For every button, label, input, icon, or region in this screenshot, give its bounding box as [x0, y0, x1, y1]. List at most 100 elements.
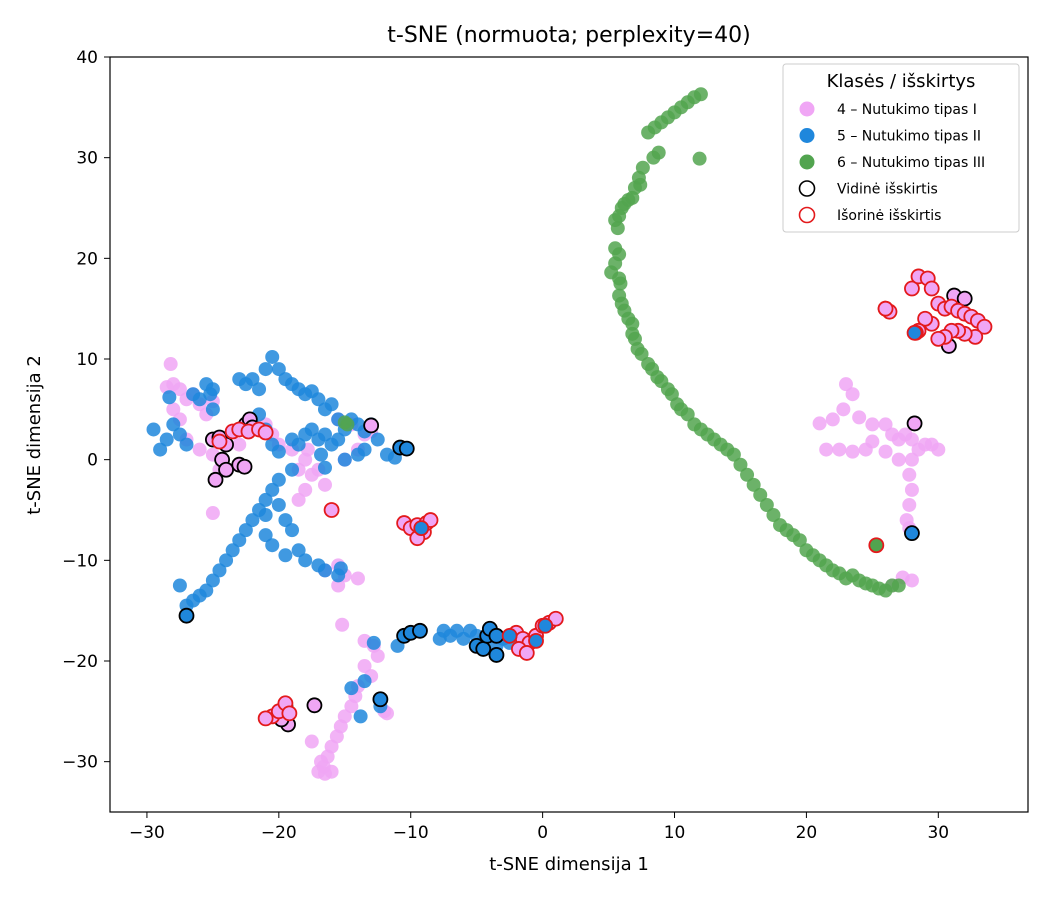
scatter-point [680, 407, 695, 422]
y-tick-label: 20 [76, 249, 98, 269]
scatter-point [258, 362, 273, 377]
scatter-point [172, 382, 187, 397]
legend-marker [798, 206, 816, 224]
scatter-point [232, 437, 247, 452]
scatter-point [838, 377, 853, 392]
inner-outlier-point [412, 622, 428, 639]
scatter-point [265, 482, 280, 497]
scatter-point [172, 427, 187, 442]
legend-label: 6 – Nutukimo tipas III [837, 155, 985, 171]
outer-outlier-point [518, 645, 535, 661]
scatter-point [219, 553, 234, 568]
scatter-point [634, 346, 649, 361]
outer-outlier-point [257, 710, 274, 727]
outer-outlier-point [906, 324, 923, 341]
scatter-point [740, 467, 755, 482]
scatter-point [865, 434, 880, 449]
scatter-point [819, 442, 834, 457]
inner-outlier-point [306, 697, 323, 714]
scatter-point [304, 422, 319, 437]
outer-outlier-point [877, 300, 894, 317]
scatter-point [179, 437, 194, 452]
scatter-point [331, 432, 346, 447]
scatter-point [271, 497, 286, 512]
scatter-point [203, 387, 218, 402]
scatter-point [291, 543, 306, 558]
x-tick-label: 0 [537, 823, 548, 843]
scatter-point [692, 151, 707, 166]
scatter-point [278, 513, 293, 528]
scatter-point [825, 412, 840, 427]
scatter-point [317, 563, 332, 578]
scatter-point [366, 635, 381, 650]
scatter-point [902, 497, 917, 512]
legend-label: Vidinė išskirtis [837, 182, 938, 198]
legend-marker [799, 101, 815, 117]
outlier-group [868, 537, 885, 554]
outer-outlier-point [281, 705, 298, 722]
scatter-point [162, 390, 177, 405]
legend-box [782, 63, 1020, 233]
inner-outlier-point [906, 415, 923, 432]
scatter-point [333, 561, 348, 576]
inner-outlier-point [488, 627, 505, 644]
scatter-point [245, 372, 260, 387]
scatter-point [766, 508, 781, 523]
y-tick-label: 40 [76, 48, 98, 68]
scatter-point [610, 221, 625, 236]
x-tick-label: −30 [129, 823, 165, 843]
scatter-point [733, 457, 748, 472]
scatter-point [344, 699, 359, 714]
scatter-point [225, 543, 240, 558]
scatter-point [891, 452, 906, 467]
inner-outlier-point [372, 691, 389, 708]
scatter-point [271, 444, 286, 459]
outer-outlier-point [976, 318, 993, 335]
scatter-point [252, 382, 267, 397]
scatter-point [265, 538, 280, 553]
scatter-point [205, 402, 220, 417]
scatter-point [878, 417, 893, 432]
scatter-point [641, 125, 656, 140]
scatter-point [852, 410, 867, 425]
scatter-point [258, 508, 273, 523]
scatter-point [285, 523, 300, 538]
plot-frame [109, 56, 1029, 813]
legend: Klasės / išskirtys 4 – Nutukimo tipas I 5 … [782, 63, 1020, 233]
chart-title: t-SNE (normuota; perplexity=40) [387, 23, 750, 48]
y-tick-label: −10 [62, 551, 98, 571]
scatter-point [902, 467, 917, 482]
scatter-point [285, 462, 300, 477]
scatter-point [146, 422, 161, 437]
scatter-point [153, 442, 168, 457]
outlier-group [211, 268, 993, 727]
y-tick-label: 0 [87, 451, 98, 471]
legend-marker [799, 154, 815, 170]
scatter-point [166, 402, 181, 417]
scatter-point [353, 709, 368, 724]
series-group [337, 87, 906, 598]
scatter-point [245, 513, 260, 528]
scatter-point [792, 533, 807, 548]
scatter-point [646, 150, 661, 165]
scatter-point [836, 402, 851, 417]
outer-outlier-point [211, 433, 228, 450]
outer-outlier-point [413, 520, 430, 537]
inner-outlier-point [904, 525, 920, 542]
legend-marker [798, 180, 816, 197]
scatter-point [317, 427, 332, 442]
outlier-group [413, 324, 923, 649]
scatter-point [192, 442, 207, 457]
inner-outlier-point [956, 290, 973, 307]
scatter-point [759, 497, 774, 512]
inner-outlier-point [218, 461, 234, 478]
scatter-point [324, 397, 339, 412]
scatter-point [845, 444, 860, 459]
scatter-point [212, 563, 227, 578]
scatter-point [205, 573, 220, 588]
scatter-point [904, 432, 919, 447]
scatter-point [625, 316, 640, 331]
scatter-point [166, 417, 181, 432]
legend-label: 4 – Nutukimo tipas I [837, 102, 977, 118]
